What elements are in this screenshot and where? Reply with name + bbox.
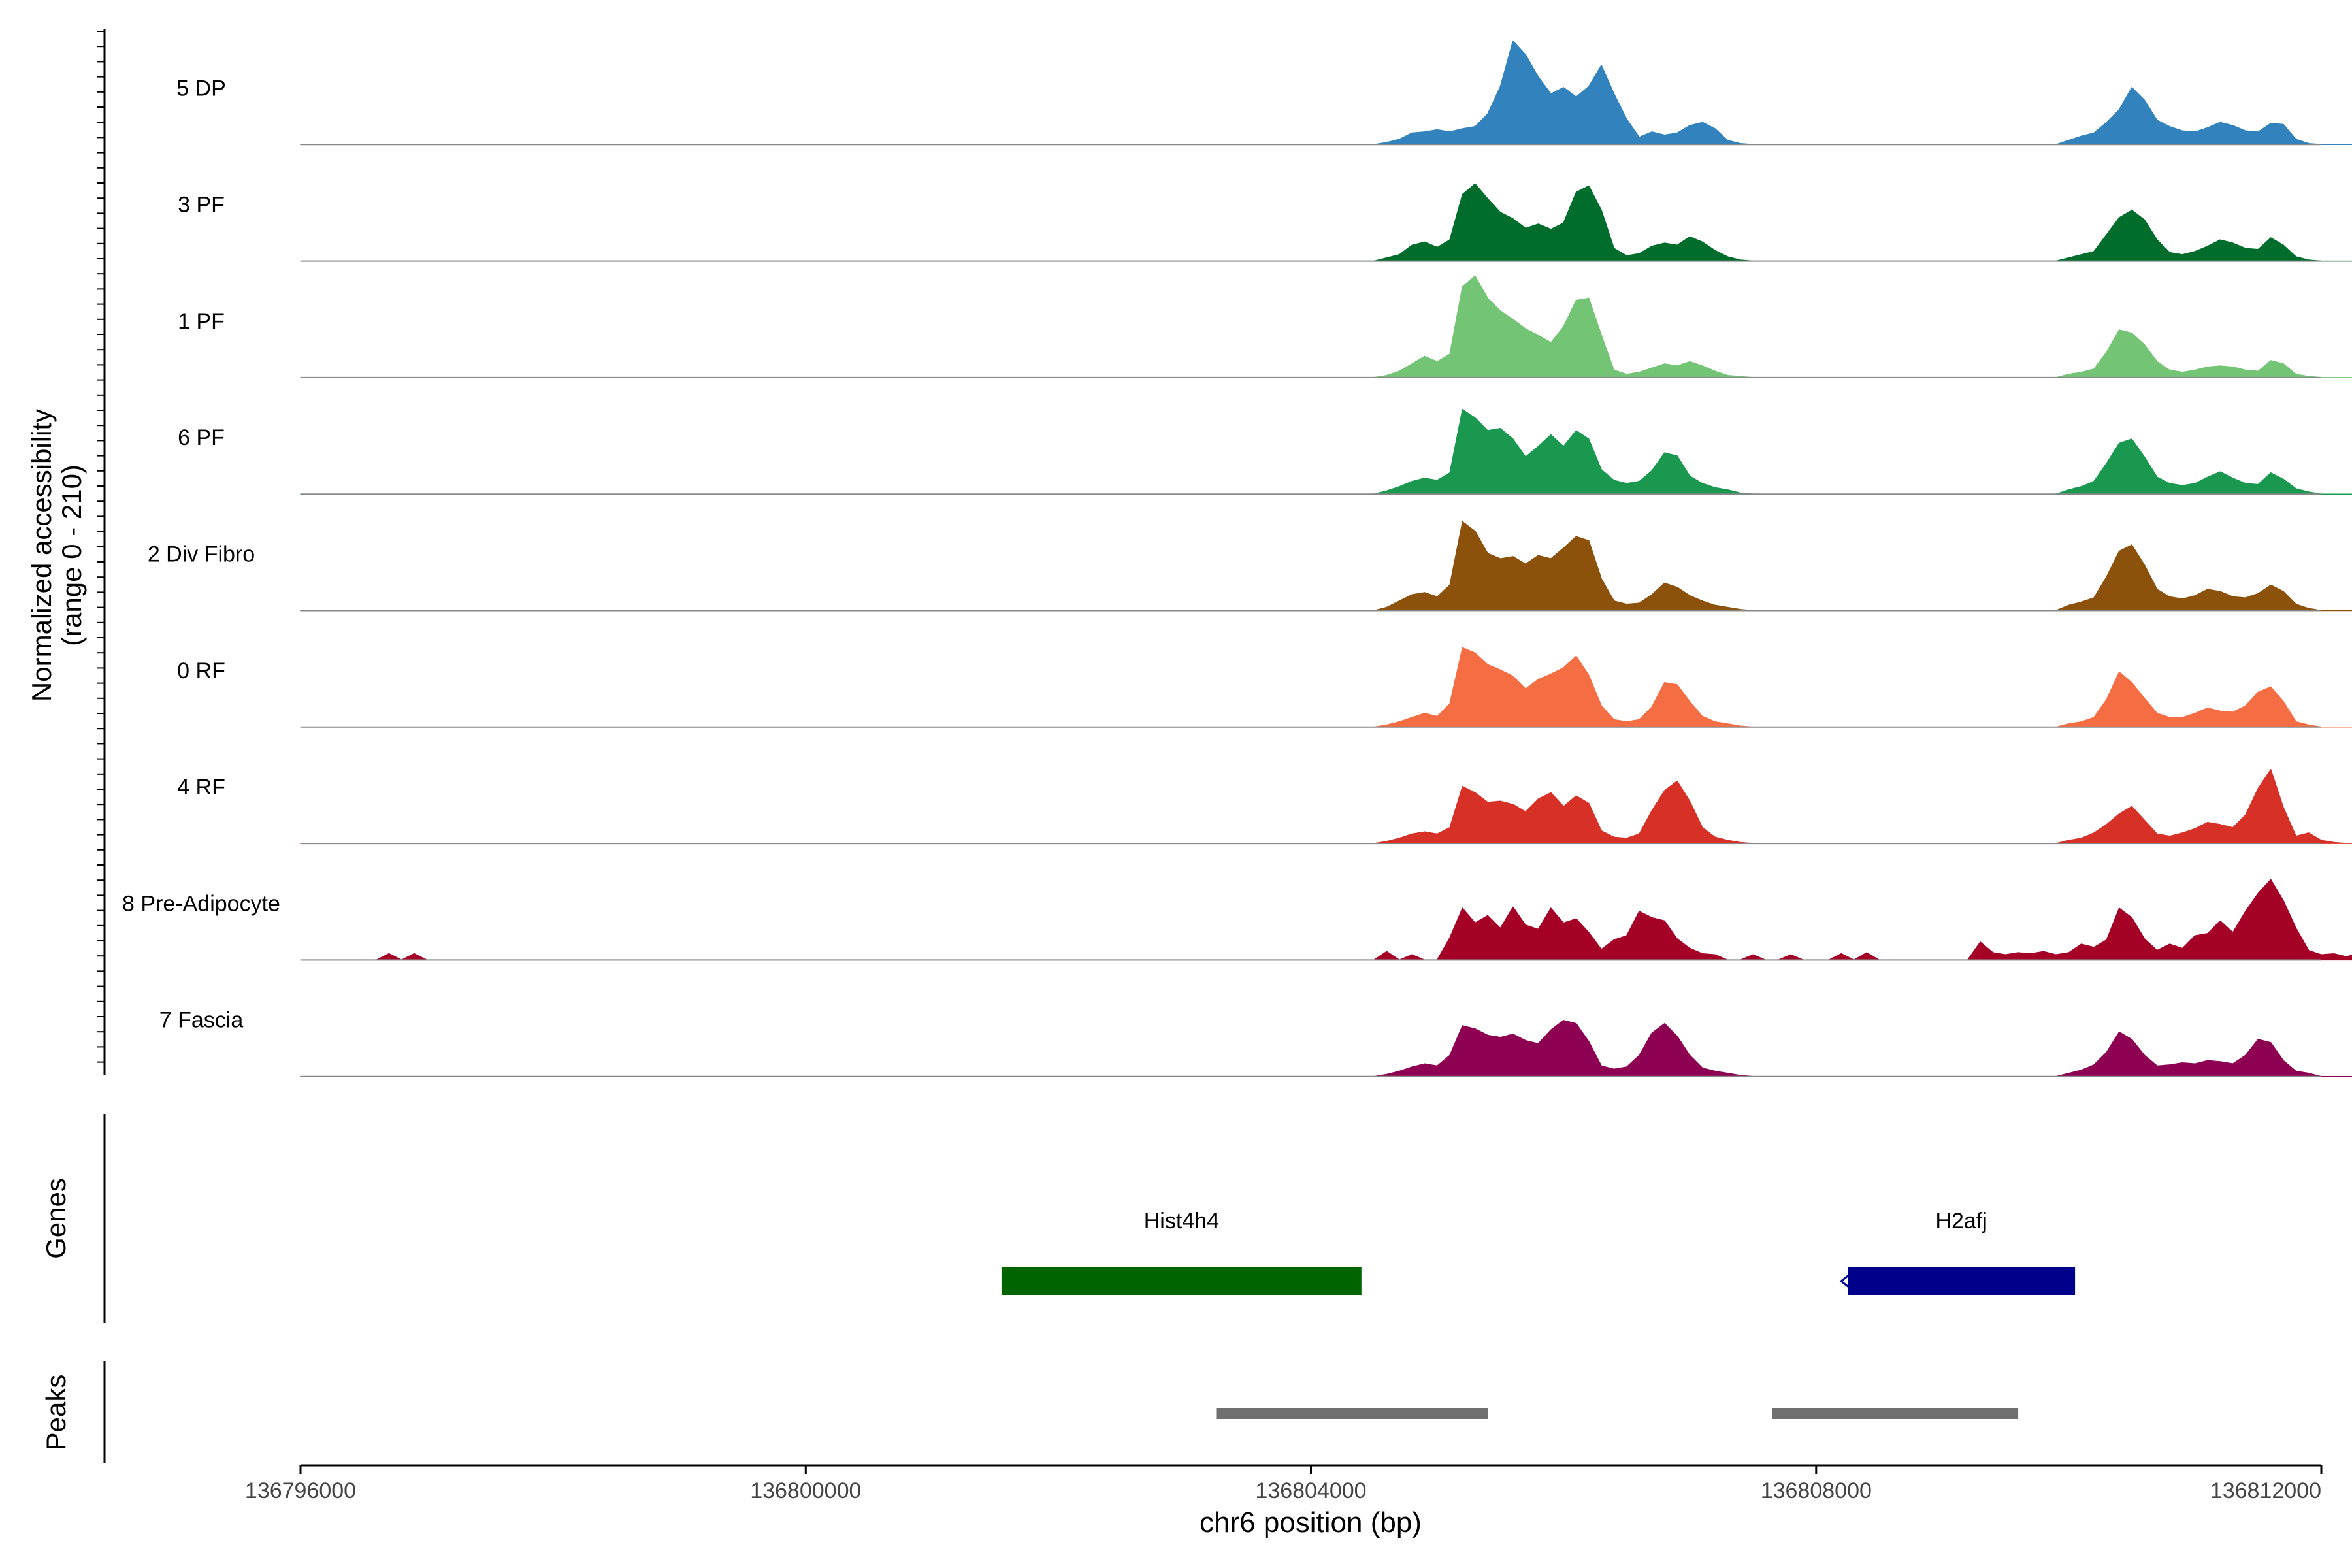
x-tick-label: 136800000 xyxy=(750,1478,861,1503)
track-label: 5 DP xyxy=(176,76,226,101)
coverage-area xyxy=(300,275,2352,378)
track-5-dp: 5 DP xyxy=(176,40,2352,146)
coverage-area xyxy=(300,521,2352,612)
gene-hist4h4: Hist4h4 xyxy=(1001,1209,1362,1295)
coverage-area xyxy=(300,40,2352,146)
track-label: 2 Div Fibro xyxy=(148,542,255,567)
gene-body xyxy=(1848,1267,2076,1295)
y-axis-title-line2: (range 0 - 210) xyxy=(56,465,87,646)
track-label: 7 Fascia xyxy=(159,1008,244,1033)
strand-arrow xyxy=(1839,1273,1852,1290)
gene-label: Hist4h4 xyxy=(1144,1209,1219,1233)
coverage-area xyxy=(300,879,2352,961)
peak-regions xyxy=(1216,1408,2019,1419)
track-1-pf: 1 PF xyxy=(178,275,2352,378)
x-axis-title: chr6 position (bp) xyxy=(1200,1507,1422,1539)
x-tick-label: 136804000 xyxy=(1255,1478,1366,1503)
track-0-rf: 0 RF xyxy=(177,647,2352,728)
genes-panel-label: Genes xyxy=(41,1178,71,1259)
gene-h2afj: H2afj xyxy=(1839,1209,2076,1295)
coverage-area xyxy=(300,647,2352,728)
y-axis-title-line1: Normalized accessibility xyxy=(26,409,57,702)
x-axis-ticks: 136796000 136800000 136804000 136808000 1368… xyxy=(245,1465,2323,1503)
track-8-pre-adipocyte: 8 Pre-Adipocyte xyxy=(122,879,2352,961)
track-label: 4 RF xyxy=(177,775,225,800)
track-label: 0 RF xyxy=(177,659,225,683)
track-3-pf: 3 PF xyxy=(178,183,2352,262)
coverage-area xyxy=(300,183,2352,262)
peak-bar xyxy=(1216,1408,1488,1419)
coverage-tracks: 5 DP 3 PF 1 PF 6 PF 2 Div Fibro 0 RF 4 RF 8 Pre… xyxy=(122,40,2352,1077)
gene-annotations: Hist4h4 H2afj xyxy=(1001,1209,2076,1295)
track-2-div-fibro: 2 Div Fibro xyxy=(148,521,2352,612)
x-tick-label: 136796000 xyxy=(245,1478,356,1503)
gene-label: H2afj xyxy=(1935,1209,1987,1233)
x-tick-label: 136808000 xyxy=(1761,1478,1872,1503)
track-label: 3 PF xyxy=(178,193,225,218)
track-6-pf: 6 PF xyxy=(178,408,2352,495)
coverage-area xyxy=(300,408,2352,495)
gene-body xyxy=(1001,1267,1362,1295)
x-tick-label: 136812000 xyxy=(2210,1478,2321,1503)
coverage-y-ticks xyxy=(97,31,105,1063)
peaks-panel-label: Peaks xyxy=(41,1375,71,1451)
track-label: 1 PF xyxy=(178,309,225,334)
coverage-area xyxy=(300,769,2352,844)
track-label: 8 Pre-Adipocyte xyxy=(122,891,280,916)
track-label: 6 PF xyxy=(178,425,225,450)
track-4-rf: 4 RF xyxy=(177,769,2352,845)
peak-bar xyxy=(1772,1408,2019,1419)
coverage-area xyxy=(300,1020,2352,1077)
track-7-fascia: 7 Fascia xyxy=(159,1008,2352,1077)
